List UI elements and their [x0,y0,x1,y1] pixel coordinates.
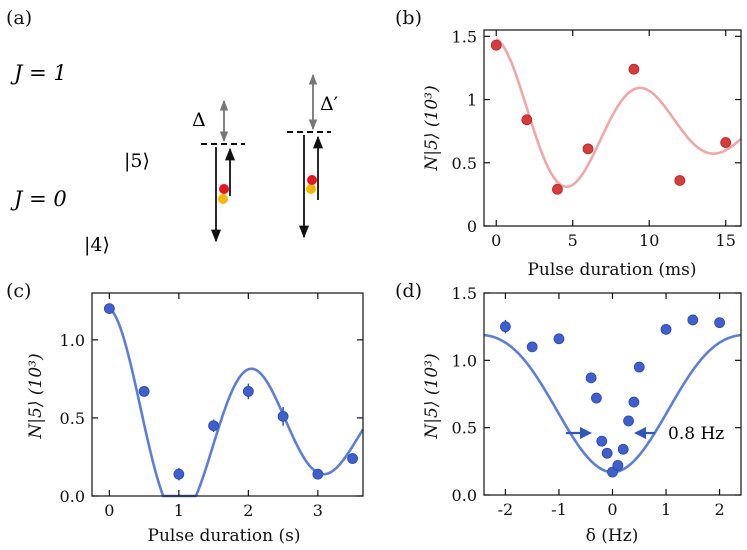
panel-d-data-point [526,341,538,353]
atom-red-right [307,175,317,185]
fwhm-arrow-left-head [580,427,592,439]
panel-d-xlabel: δ (Hz) [586,526,639,546]
panel-c-xtick-label: 2 [243,501,253,520]
fwhm-arrow-right-head [634,427,646,439]
panel-c-xtick-label: 0 [104,501,114,520]
delta-label: Δ [192,109,206,131]
panel-c-ytick-label: 1.0 [60,331,85,350]
panel-c-data-point [347,453,358,464]
panel-d-data-point [714,317,725,329]
panel-b-xtick-label: 0 [491,231,501,250]
panel-d-data-point [623,415,634,427]
panel-c-xlabel: Pulse duration (s) [148,526,301,546]
panel-d-ytick-label: 0.5 [452,419,477,438]
panel-b-ytick-label: 0 [467,217,477,236]
panel-b-fit-curve [495,37,742,189]
panel-d-ytick-label: 1.0 [452,351,477,370]
panel-b-data-points [490,39,732,195]
panel-b-data-point [720,137,732,148]
panel-c-data-point [103,303,115,315]
j1-label: J = 1 [10,61,67,85]
panel-d-ylabel: N|5⟩ (10³) [422,353,442,439]
panel-b-data-point [521,114,533,126]
panel-d-ticks: -2 -1 0 1 2 0.0 0.5 1.0 1.5 [452,284,741,519]
state-4-label: |4⟩ [84,234,110,256]
panel-c-ticks: 0 1 2 3 0.0 0.5 1.0 [60,293,363,520]
panel-b-data-point [674,175,686,186]
panel-c-data-point [312,468,324,480]
panel-b-chart: (b) 0 5 10 15 0 0.5 1 1.5 Pulse duration (ms) N… [395,7,742,280]
panel-d-data-point [660,323,672,335]
panel-a-label: (a) [6,7,32,29]
panel-d-data-point [617,443,629,455]
state-5-label: |5⟩ [124,150,150,172]
panel-d-data-point [596,435,608,447]
panel-b-xtick-label: 15 [716,231,736,250]
panel-d-data-points [500,314,725,478]
panel-d-chart: (d) -2 -1 0 1 2 0.0 0.5 1.0 1.5 0.8 Hz δ (Hz) N|… [395,280,742,546]
panel-d-data-point [601,447,613,459]
panel-d-data-point [500,321,511,333]
j0-label: J = 0 [10,187,67,211]
panel-d-ytick-label: 0.0 [452,486,477,505]
panel-d-xtick-label: -2 [498,500,514,519]
panel-b-ytick-label: 1.5 [452,27,477,46]
panel-d-xtick-label: 1 [661,500,671,519]
panel-b-ylabel: N|5⟩ (10³) [422,85,442,171]
panel-b-xtick-label: 5 [568,231,578,250]
panel-a: (a) J = 1 J = 0 |5⟩ |4⟩ Δ Δ′ [6,7,338,256]
panel-b-ticks: 0 5 10 15 0 0.5 1 1.5 [452,27,741,250]
delta-prime-label: Δ′ [320,93,338,115]
panel-c-ylabel: N|5⟩ (10³) [26,353,46,439]
panel-b-xlabel: Pulse duration (ms) [527,260,696,280]
panel-b-ytick-label: 0.5 [452,154,477,173]
panel-d-xtick-label: 2 [714,500,724,519]
panel-c-ytick-label: 0.0 [60,487,85,506]
panel-c-data-points [103,303,358,481]
panel-c-ytick-label: 0.5 [60,409,85,428]
panel-c-axes-frame [91,292,364,497]
panel-c-data-point [277,410,289,422]
atom-yellow-right [306,184,316,194]
panel-b-data-point [490,39,502,51]
panel-b-data-point [582,143,594,155]
panel-d-xtick-label: -1 [551,500,567,519]
panel-d-data-point [687,314,699,326]
panel-c-data-point [173,468,185,480]
panel-c-xtick-label: 1 [174,501,184,520]
panel-d-xtick-label: 0 [607,500,617,519]
fwhm-annotation: 0.8 Hz [668,424,724,444]
panel-d-ytick-label: 1.5 [452,284,477,303]
panel-d-data-point [628,396,640,408]
panel-d-data-point [585,372,597,384]
panel-b-ytick-label: 1 [467,91,477,110]
atom-yellow-left [218,194,228,204]
panel-c-label: (c) [6,280,31,302]
panel-b-xtick-label: 10 [639,231,659,250]
panel-d-data-point [633,361,645,373]
panel-b-label: (b) [395,7,422,29]
panel-d-data-point [612,459,624,471]
panel-b-data-point [552,183,563,195]
panel-b-axes-frame [483,29,742,227]
panel-c-xtick-label: 3 [313,501,323,520]
panel-c-data-point [242,385,254,397]
panel-d-data-point [591,392,602,404]
panel-c-chart: (c) 0 1 2 3 0.0 0.5 1.0 Pulse duration (s) N|5… [6,280,365,546]
panel-c-data-point [208,420,220,432]
panel-c-data-point [138,385,150,397]
panel-d-fit-curve [483,333,742,474]
panel-b-data-point [628,63,640,75]
panel-d-data-point [553,333,565,345]
panel-c-fit-curve [108,307,365,498]
atom-red-left [219,184,229,194]
panel-d-label: (d) [395,280,422,302]
